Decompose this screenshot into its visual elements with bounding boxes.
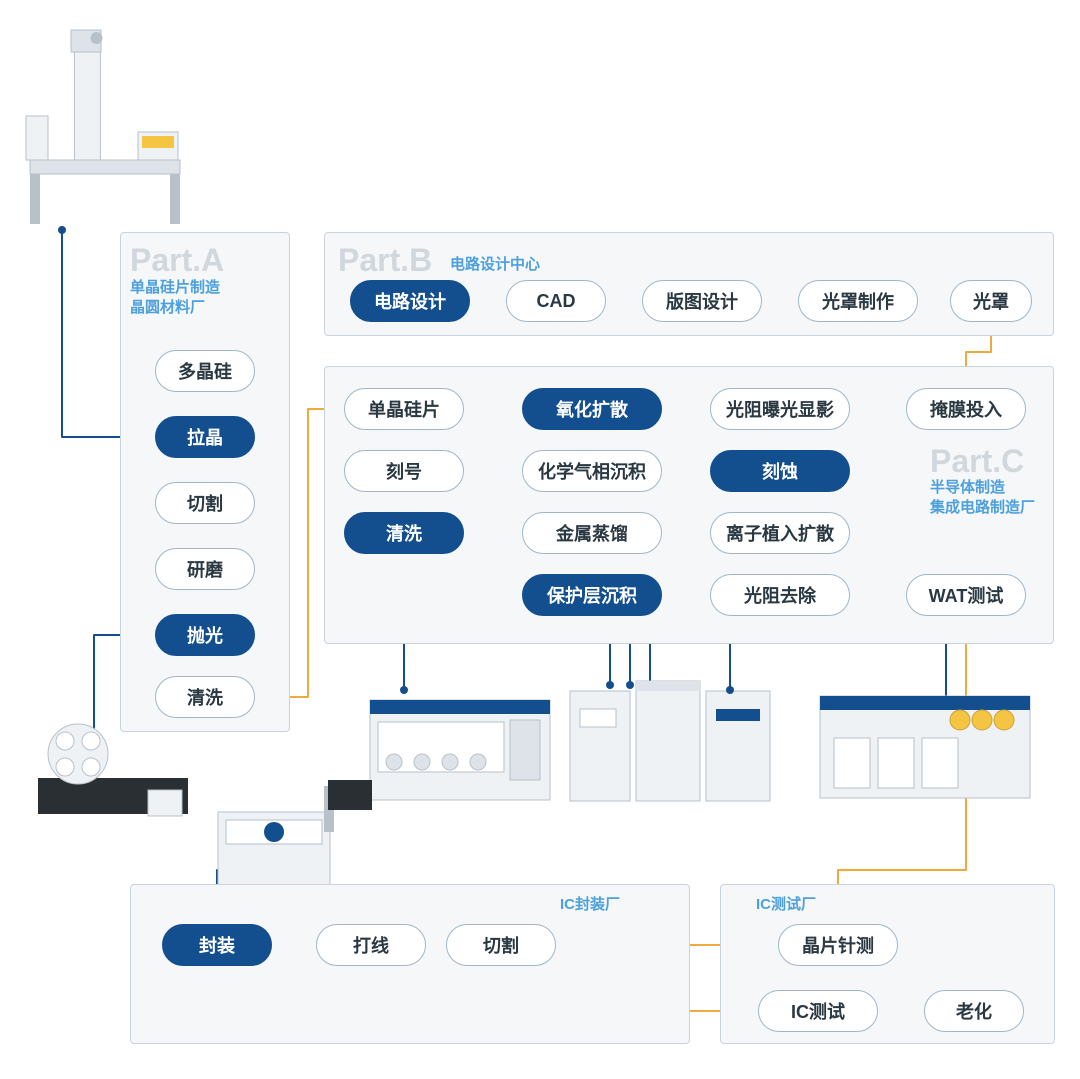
panel-subtitle-line: 半导体制造: [930, 479, 1005, 496]
step-b3: 版图设计: [642, 280, 762, 322]
step-c22: 化学气相沉积: [522, 450, 662, 492]
step-p3: 切割: [446, 924, 556, 966]
panel-subtitle-b: 电路设计中心: [450, 255, 540, 275]
step-a5: 抛光: [155, 614, 255, 656]
step-a4: 研磨: [155, 548, 255, 590]
panel-subtitle-line: IC封装厂: [560, 896, 620, 913]
step-c31: 光阻曝光显影: [710, 388, 850, 430]
equipment-deposition-icon: [570, 681, 770, 801]
panel-subtitle-line: 集成电路制造厂: [930, 499, 1035, 516]
step-t1: 晶片针测: [778, 924, 898, 966]
step-c13: 清洗: [344, 512, 464, 554]
step-c41: 掩膜投入: [906, 388, 1026, 430]
equipment-furnace-icon: [26, 30, 180, 224]
panel-subtitle-c: 半导体制造集成电路制造厂: [930, 478, 1035, 517]
step-c12: 刻号: [344, 450, 464, 492]
panel-label-c: Part.C: [930, 443, 1024, 480]
step-c11: 单晶硅片: [344, 388, 464, 430]
step-c21: 氧化扩散: [522, 388, 662, 430]
equipment-cleaner-icon: [370, 700, 550, 800]
panel-subtitle-line: IC测试厂: [756, 896, 816, 913]
panel-subtitle-tst: IC测试厂: [756, 895, 816, 915]
step-c24: 保护层沉积: [522, 574, 662, 616]
panel-label-b: Part.B: [338, 242, 432, 279]
step-t3: 老化: [924, 990, 1024, 1032]
step-a3: 切割: [155, 482, 255, 524]
step-t2: IC测试: [758, 990, 878, 1032]
step-b5: 光罩: [950, 280, 1032, 322]
step-a1: 多晶硅: [155, 350, 255, 392]
equipment-polisher-icon: [38, 724, 188, 816]
equipment-tester-icon: [820, 696, 1030, 798]
step-c42: WAT测试: [906, 574, 1026, 616]
diagram-stage: Part.A单晶硅片制造晶圆材料厂 Part.B 电路设计中心 Part.C半导体制造…: [0, 0, 1080, 1079]
step-b2: CAD: [506, 280, 606, 322]
equipment-packaging-icon: [218, 780, 372, 886]
step-c34: 光阻去除: [710, 574, 850, 616]
panel-subtitle-pkg: IC封装厂: [560, 895, 620, 915]
panel-label-a: Part.A: [130, 242, 224, 279]
step-c32: 刻蚀: [710, 450, 850, 492]
step-p1: 封装: [162, 924, 272, 966]
panel-subtitle-a: 单晶硅片制造晶圆材料厂: [130, 278, 220, 317]
step-c23: 金属蒸馏: [522, 512, 662, 554]
panel-subtitle-line: 单晶硅片制造: [130, 279, 220, 296]
step-a6: 清洗: [155, 676, 255, 718]
panel-subtitle-line: 晶圆材料厂: [130, 299, 205, 316]
step-p2: 打线: [316, 924, 426, 966]
step-a2: 拉晶: [155, 416, 255, 458]
step-b1: 电路设计: [350, 280, 470, 322]
panel-subtitle-line: 电路设计中心: [450, 256, 540, 273]
step-c33: 离子植入扩散: [710, 512, 850, 554]
step-b4: 光罩制作: [798, 280, 918, 322]
